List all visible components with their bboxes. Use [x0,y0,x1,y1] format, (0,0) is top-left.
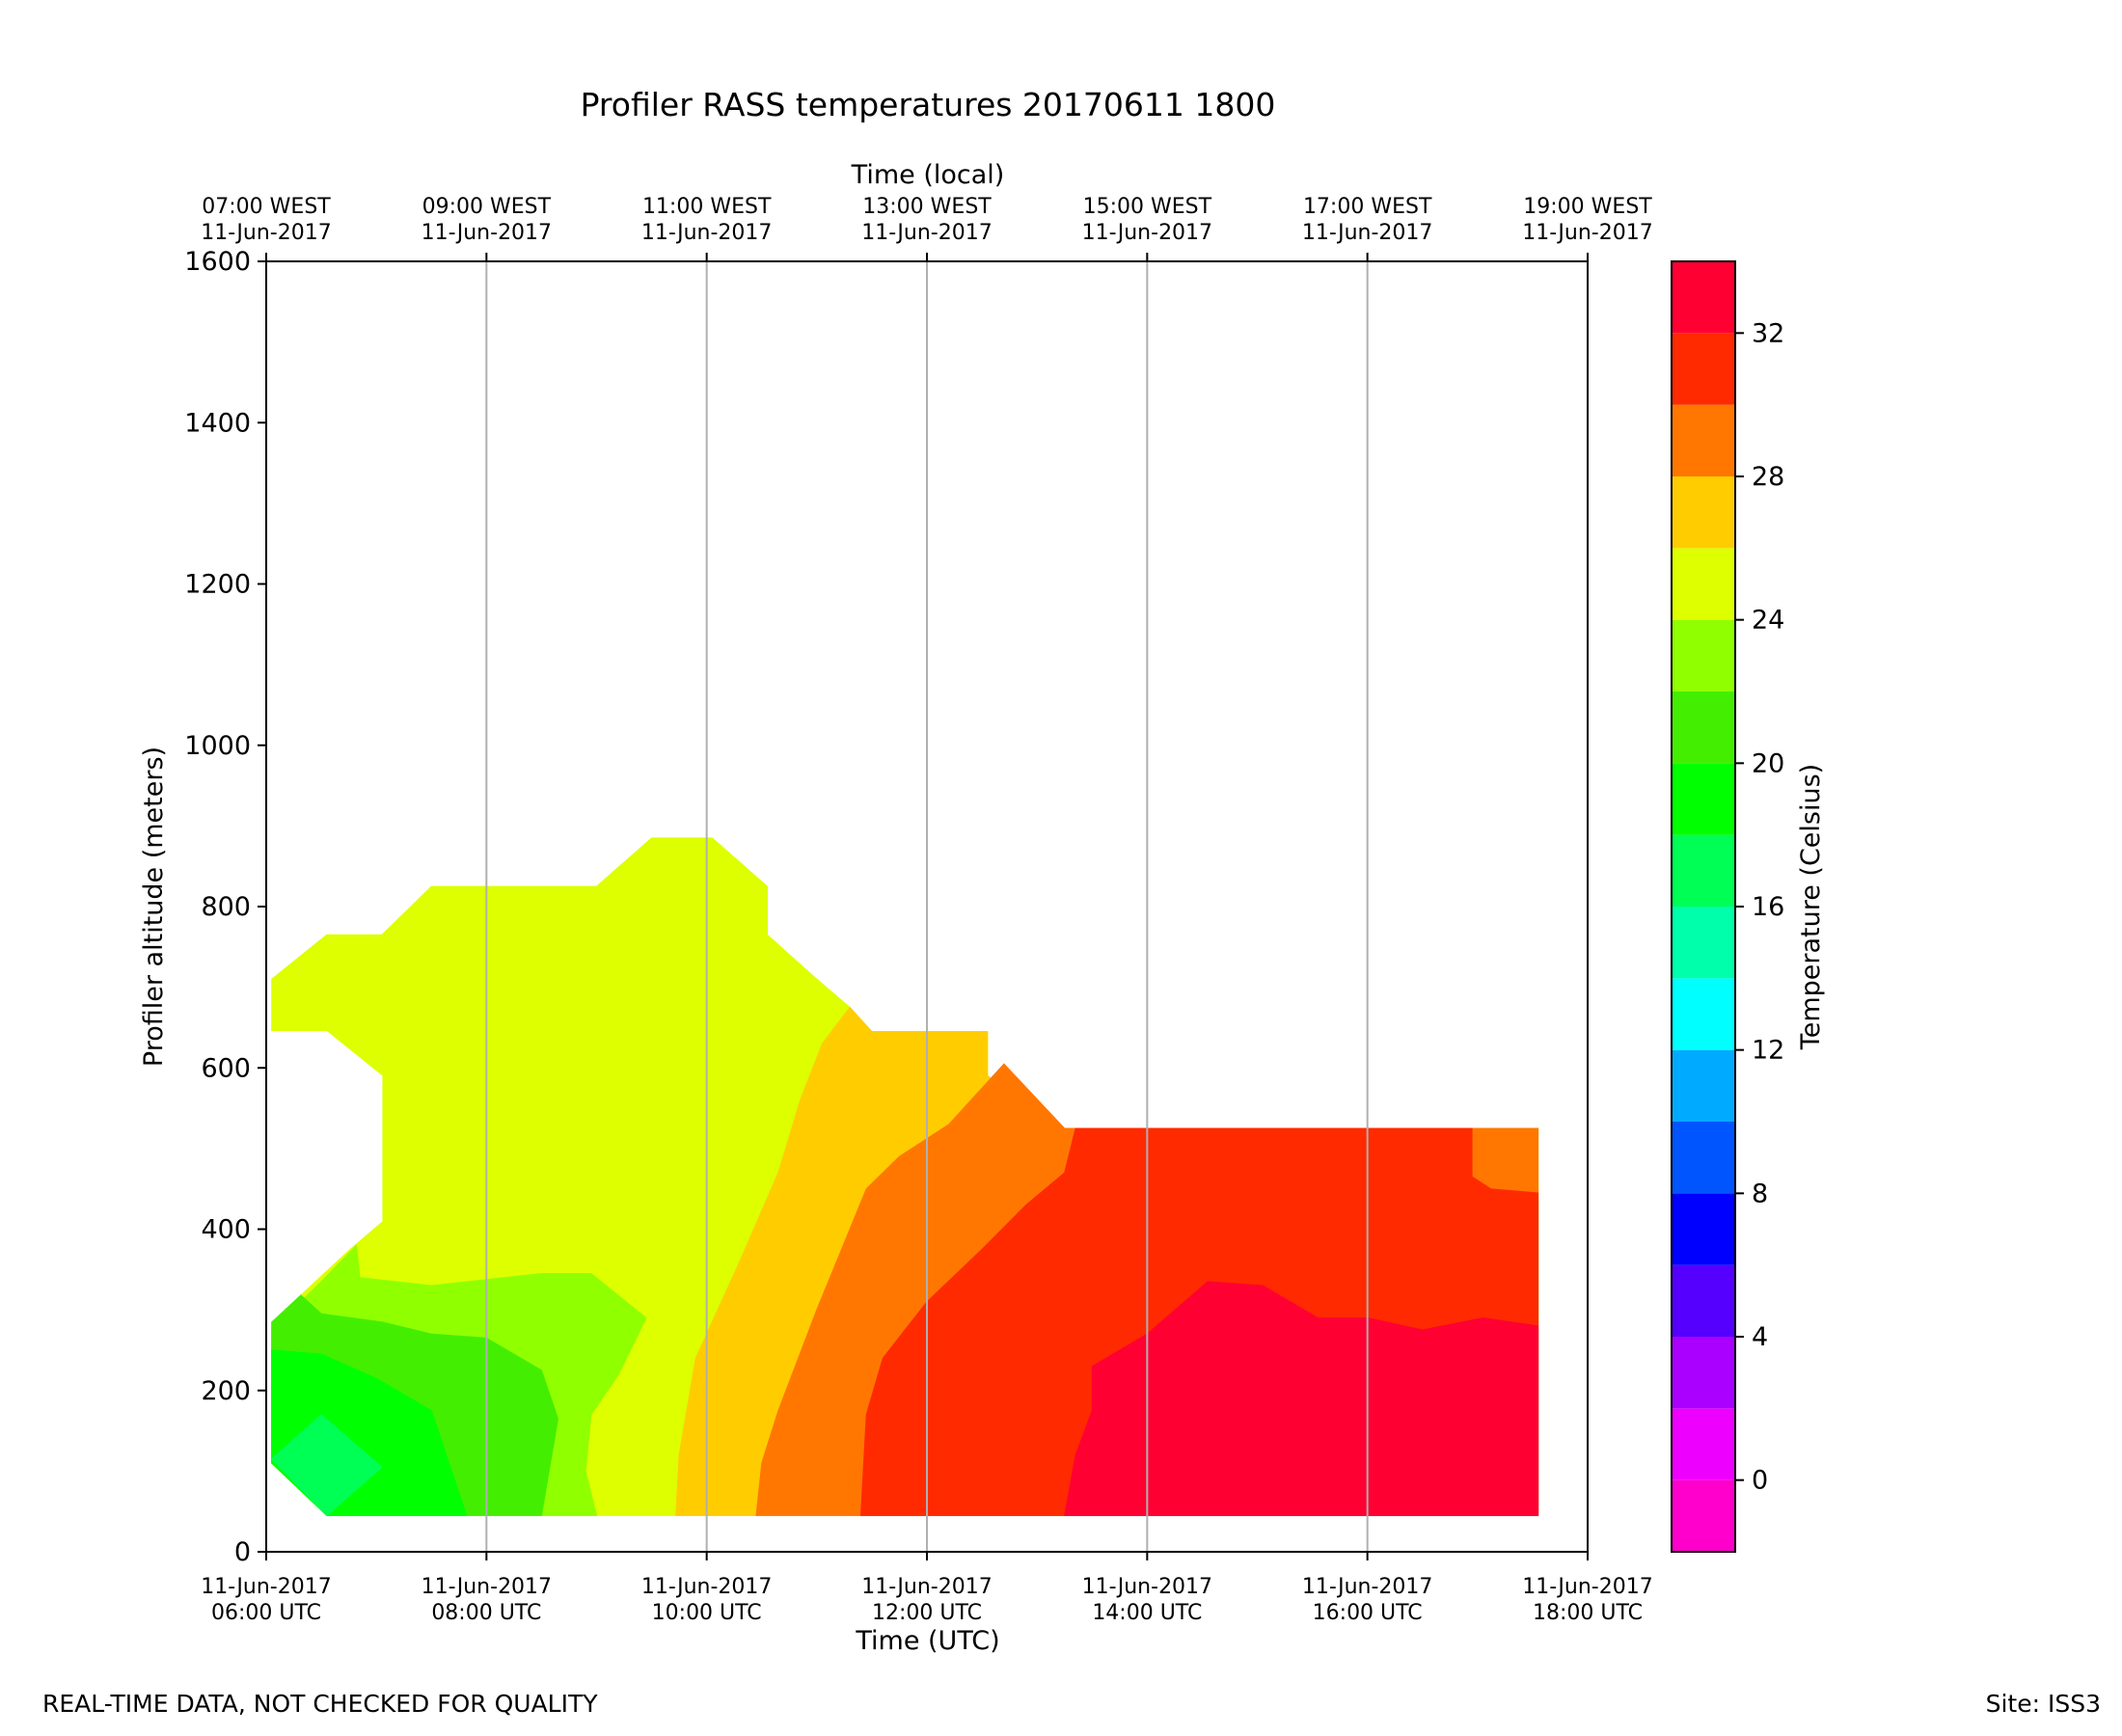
x-tick-label-time: 16:00 UTC [1313,1601,1423,1625]
colorbar-tick-label: 4 [1752,1322,1768,1352]
colorbar-segment [1672,1264,1735,1337]
x-tick-label-time: 14:00 UTC [1092,1601,1202,1625]
colorbar-segment [1672,476,1735,549]
x-axis-label: Time (UTC) [855,1626,999,1656]
top-tick-label-time: 17:00 WEST [1303,195,1432,219]
vertical-gridlines [485,261,1369,1552]
colorbar-segment [1672,333,1735,405]
y-tick-label: 600 [201,1053,251,1083]
top-tick-label-time: 19:00 WEST [1523,195,1652,219]
site-label: Site: ISS3 [1985,1690,2101,1718]
colorbar-label: Temperature (Celsius) [1796,764,1826,1050]
top-tick-label-date: 11-Jun-2017 [1522,221,1652,245]
y-tick-label: 1400 [184,408,251,438]
colorbar-tick-label: 12 [1752,1036,1784,1066]
colorbar-tick-label: 0 [1752,1466,1768,1496]
y-axis-label: Profiler altitude (meters) [139,746,169,1067]
colorbar-segment [1672,548,1735,620]
y-tick-label: 400 [201,1215,251,1245]
x-tick-label-date: 11-Jun-2017 [1302,1575,1432,1599]
colorbar-segment [1672,261,1735,334]
x-tick-label-time: 18:00 UTC [1533,1601,1643,1625]
quality-disclaimer: REAL-TIME DATA, NOT CHECKED FOR QUALITY [42,1690,598,1718]
colorbar-tick-label: 32 [1752,318,1784,348]
top-tick-label-time: 13:00 WEST [862,195,992,219]
x-tick-label-date: 11-Jun-2017 [861,1575,992,1599]
x-tick-label-time: 08:00 UTC [431,1601,541,1625]
x-tick-label-time: 12:00 UTC [872,1601,982,1625]
x-tick-label-date: 11-Jun-2017 [422,1575,552,1599]
colorbar-segment [1672,1049,1735,1122]
x-tick-label-date: 11-Jun-2017 [641,1575,772,1599]
top-tick-label-date: 11-Jun-2017 [861,221,992,245]
colorbar-segment [1672,1337,1735,1409]
top-tick-label-time: 15:00 WEST [1083,195,1212,219]
colorbar-tick-label: 20 [1752,748,1784,778]
contour-region-32-34 [1064,1281,1539,1516]
chart-title: Profiler RASS temperatures 20170611 1800 [581,86,1276,123]
top-tick-label-time: 07:00 WEST [202,195,331,219]
x-tick-label-date: 11-Jun-2017 [201,1575,331,1599]
colorbar-segment [1672,907,1735,979]
top-tick-label-date: 11-Jun-2017 [641,221,772,245]
colorbar-tick-label: 28 [1752,462,1784,492]
colorbar-tick-label: 16 [1752,892,1784,922]
y-tick-label: 1000 [184,731,251,761]
colorbar-segment [1672,692,1735,764]
colorbar-segment [1672,1122,1735,1194]
top-tick-label-date: 11-Jun-2017 [422,221,552,245]
top-tick-label-date: 11-Jun-2017 [201,221,331,245]
top-tick-label-time: 09:00 WEST [422,195,552,219]
colorbar-segment [1672,763,1735,835]
colorbar-segment [1672,834,1735,907]
colorbar-tick-label: 8 [1752,1179,1768,1208]
top-tick-label-time: 11:00 WEST [642,195,772,219]
y-tick-label: 1600 [184,247,251,277]
colorbar: 0 4 8 12 16 20 24 28 32 [1671,260,1784,1553]
colorbar-segment [1672,404,1735,476]
colorbar-segment [1672,1193,1735,1265]
y-tick-label: 0 [234,1537,251,1567]
top-tick-label-date: 11-Jun-2017 [1082,221,1212,245]
contour-region-16-18 [270,1414,383,1517]
y-tick-label: 800 [201,892,251,922]
colorbar-segment [1672,1408,1735,1480]
colorbar-segment [1672,1479,1735,1552]
top-tick-label-date: 11-Jun-2017 [1302,221,1432,245]
y-tick-label: 200 [201,1376,251,1406]
y-tick-label: 1200 [184,570,251,600]
top-x-axis-label: Time (local) [851,160,1005,190]
x-tick-label-date: 11-Jun-2017 [1082,1575,1212,1599]
colorbar-segment [1672,619,1735,692]
x-tick-label-time: 10:00 UTC [652,1601,762,1625]
y-axis-ticks: 0 200 400 600 800 1000 1200 1400 1600 [184,247,266,1567]
x-tick-label-time: 06:00 UTC [211,1601,321,1625]
colorbar-segment [1672,978,1735,1050]
x-tick-label-date: 11-Jun-2017 [1522,1575,1652,1599]
colorbar-tick-label: 24 [1752,606,1784,636]
contour-regions [265,837,1539,1517]
